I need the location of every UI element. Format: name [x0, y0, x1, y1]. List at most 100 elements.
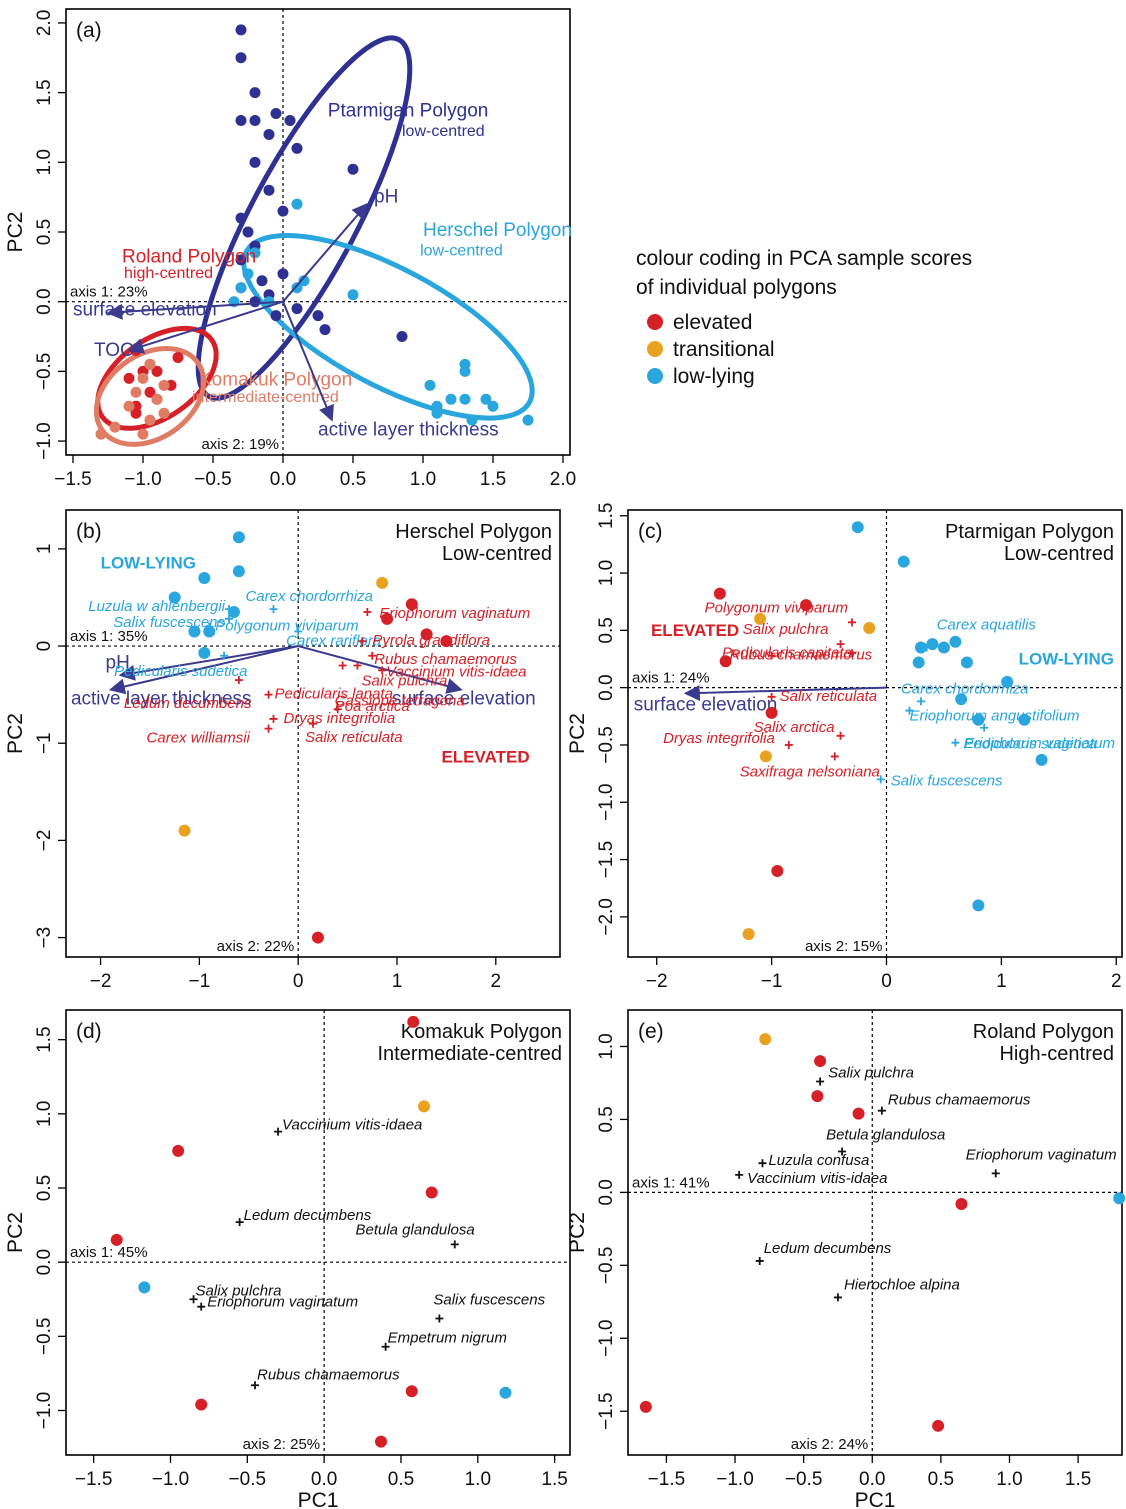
species-marker: [916, 697, 925, 706]
surface-elevation-arrow: [297, 645, 463, 694]
species-marker: [784, 740, 793, 749]
ptarmigan-polygon-sample: [291, 303, 303, 315]
species-label-salix-arctica: Salix arctica: [754, 719, 835, 736]
herschel-polygon-sample: [235, 282, 247, 294]
herschel-polygon-sample: [249, 247, 261, 259]
ptarmigan-polygon-sample: [235, 212, 247, 224]
legend-title-line-1: colour coding in PCA sample scores: [636, 247, 972, 270]
herschel-polygon-sample: [459, 365, 471, 377]
panel-c: −2 −1 0 1 2 −2.0 −1.5 −1.0 −0.5 0.0 0.5 1.0 1.5 PC2 (c…: [566, 503, 1123, 992]
x-tick-label: 1.5: [541, 1469, 567, 1490]
species-label-pedicularis-sudetica: Pedicularis sudetica: [963, 736, 1096, 753]
ptarmigan-polygon-sample: [249, 115, 261, 126]
species-marker: [833, 1293, 842, 1302]
species-marker: [333, 705, 342, 714]
x-tick-label: 0.0: [311, 1469, 337, 1490]
species-marker: [980, 723, 989, 732]
ptarmigan-polygon-sample: [249, 296, 261, 308]
sample-low-lying: [188, 625, 201, 638]
sample-low-lying: [1001, 675, 1014, 688]
group-label-elevated: ELEVATED: [651, 621, 739, 640]
axis-2-variance: axis 2: 22%: [217, 938, 295, 955]
komakuk-polygon-sample: [158, 407, 170, 419]
y-tick-label: 1: [34, 544, 55, 555]
ptarmigan-polygon-sample: [249, 156, 261, 168]
sample-elevated: [771, 865, 784, 878]
species-label-pedicularis-capitata: Pedicularis capitata: [722, 644, 852, 661]
sample-transitional: [759, 1033, 772, 1046]
sample-elevated: [440, 635, 453, 648]
y-tick-label: 0.0: [596, 674, 617, 700]
species-marker: [234, 676, 243, 685]
sample-elevated: [405, 1385, 418, 1398]
x-tick-label: −2: [90, 971, 112, 992]
komakuk-polygon-sample: [123, 400, 135, 412]
x-tick-label: 1: [392, 971, 403, 992]
x-tick-label: 0.5: [388, 1469, 414, 1490]
herschel-polygon-ellipse: [241, 232, 535, 421]
panel-b: −2 −1 0 1 2 −3 −2 −1 0 1 PC2 (b) axis 1: 35% axis 2: …: [4, 509, 561, 992]
legend-label-low-lying: low-lying: [673, 365, 755, 388]
axis-1-variance: axis 1: 41%: [632, 1174, 710, 1191]
species-label-carex-chordorrhiza: Carex chordorrhiza: [901, 680, 1029, 697]
y-tick-label: −1.0: [596, 1320, 617, 1358]
roland-polygon-sample: [172, 351, 184, 363]
y-tick-label: 1.5: [596, 503, 617, 529]
sample-low-lying: [972, 899, 985, 912]
komakuk-polygon-sample: [158, 379, 170, 391]
species-marker: [848, 649, 857, 658]
species-label-salix-pulchra: Salix pulchra: [361, 672, 447, 689]
y-tick-label: 1.5: [34, 1026, 55, 1052]
panel-e: −1.5 −1.0 −0.5 0.0 0.5 1.0 1.5 −1.5 −1.0 −0.5 0.0 0…: [566, 1009, 1126, 1509]
species-label-dryas-integrifolia: Dryas integrifolia: [663, 730, 775, 747]
legend-label-transitional: transitional: [673, 338, 775, 361]
y-tick-label: 0.5: [34, 1175, 55, 1201]
ptarmigan-polygon-sample: [235, 24, 247, 36]
surface-elevation-arrow: [106, 300, 284, 320]
species-marker: [269, 714, 278, 723]
x-tick-label: 1.5: [480, 469, 506, 490]
sample-elevated: [639, 1400, 652, 1413]
ph-arrow-label: pH: [374, 187, 398, 208]
plot-frame: [65, 1009, 571, 1456]
species-marker: [838, 1147, 847, 1156]
species-marker: [830, 752, 839, 761]
y-tick-label: −1.0: [34, 422, 55, 460]
species-marker: [264, 690, 273, 699]
species-marker: [758, 1159, 767, 1168]
sample-low-lying: [232, 531, 245, 544]
legend-dot-transitional: [647, 341, 663, 357]
species-marker: [816, 1077, 825, 1086]
species-label-vaccinium-vitis-idaea: Vaccinium vitis-idaea: [747, 1170, 887, 1187]
roland-polygon-label: Roland Polygon: [122, 247, 256, 268]
species-label-salix-fuscescens: Salix fuscescens: [113, 614, 225, 631]
species-label-eriophorum-vaginatum: Eriophorum vaginatum: [207, 1294, 358, 1311]
legend-dot-low-lying: [647, 368, 663, 384]
species-label-ledum-decumbens: Ledum decumbens: [124, 695, 252, 712]
sample-elevated: [765, 706, 778, 719]
active-layer-thickness-arrow-label: active layer thickness: [318, 419, 499, 440]
ptarmigan-polygon-sample: [263, 128, 275, 140]
plot-frame: [65, 509, 561, 958]
sample-elevated: [814, 1055, 827, 1068]
sample-elevated: [932, 1419, 945, 1432]
ptarmigan-polygon-sample: [312, 310, 324, 322]
sample-low-lying: [232, 565, 245, 578]
x-tick-label: −0.5: [229, 1469, 267, 1490]
species-label-salix-reticulata: Salix reticulata: [780, 688, 878, 705]
herschel-polygon-type: low-centred: [420, 243, 503, 260]
panel-label: (d): [76, 1020, 102, 1043]
panel-a: −1.5 −1.0 −0.5 0.0 0.5 1.0 1.5 2.0 −1.0 −0.5 0.0 0.…: [4, 8, 576, 490]
species-marker: [435, 1314, 444, 1323]
panel-title-line-1: Ptarmigan Polygon: [945, 521, 1114, 543]
surface-elevation-arrow: [683, 684, 887, 701]
y-axis-title: PC2: [566, 713, 589, 754]
sample-elevated: [195, 1398, 208, 1411]
species-marker: [848, 618, 857, 627]
species-marker: [274, 1127, 283, 1136]
y-tick-label: 2.0: [34, 10, 55, 36]
sample-elevated: [405, 598, 418, 611]
ptarmigan-polygon-sample: [235, 115, 247, 126]
x-tick-label: 0.0: [270, 469, 296, 490]
species-marker: [269, 605, 278, 614]
